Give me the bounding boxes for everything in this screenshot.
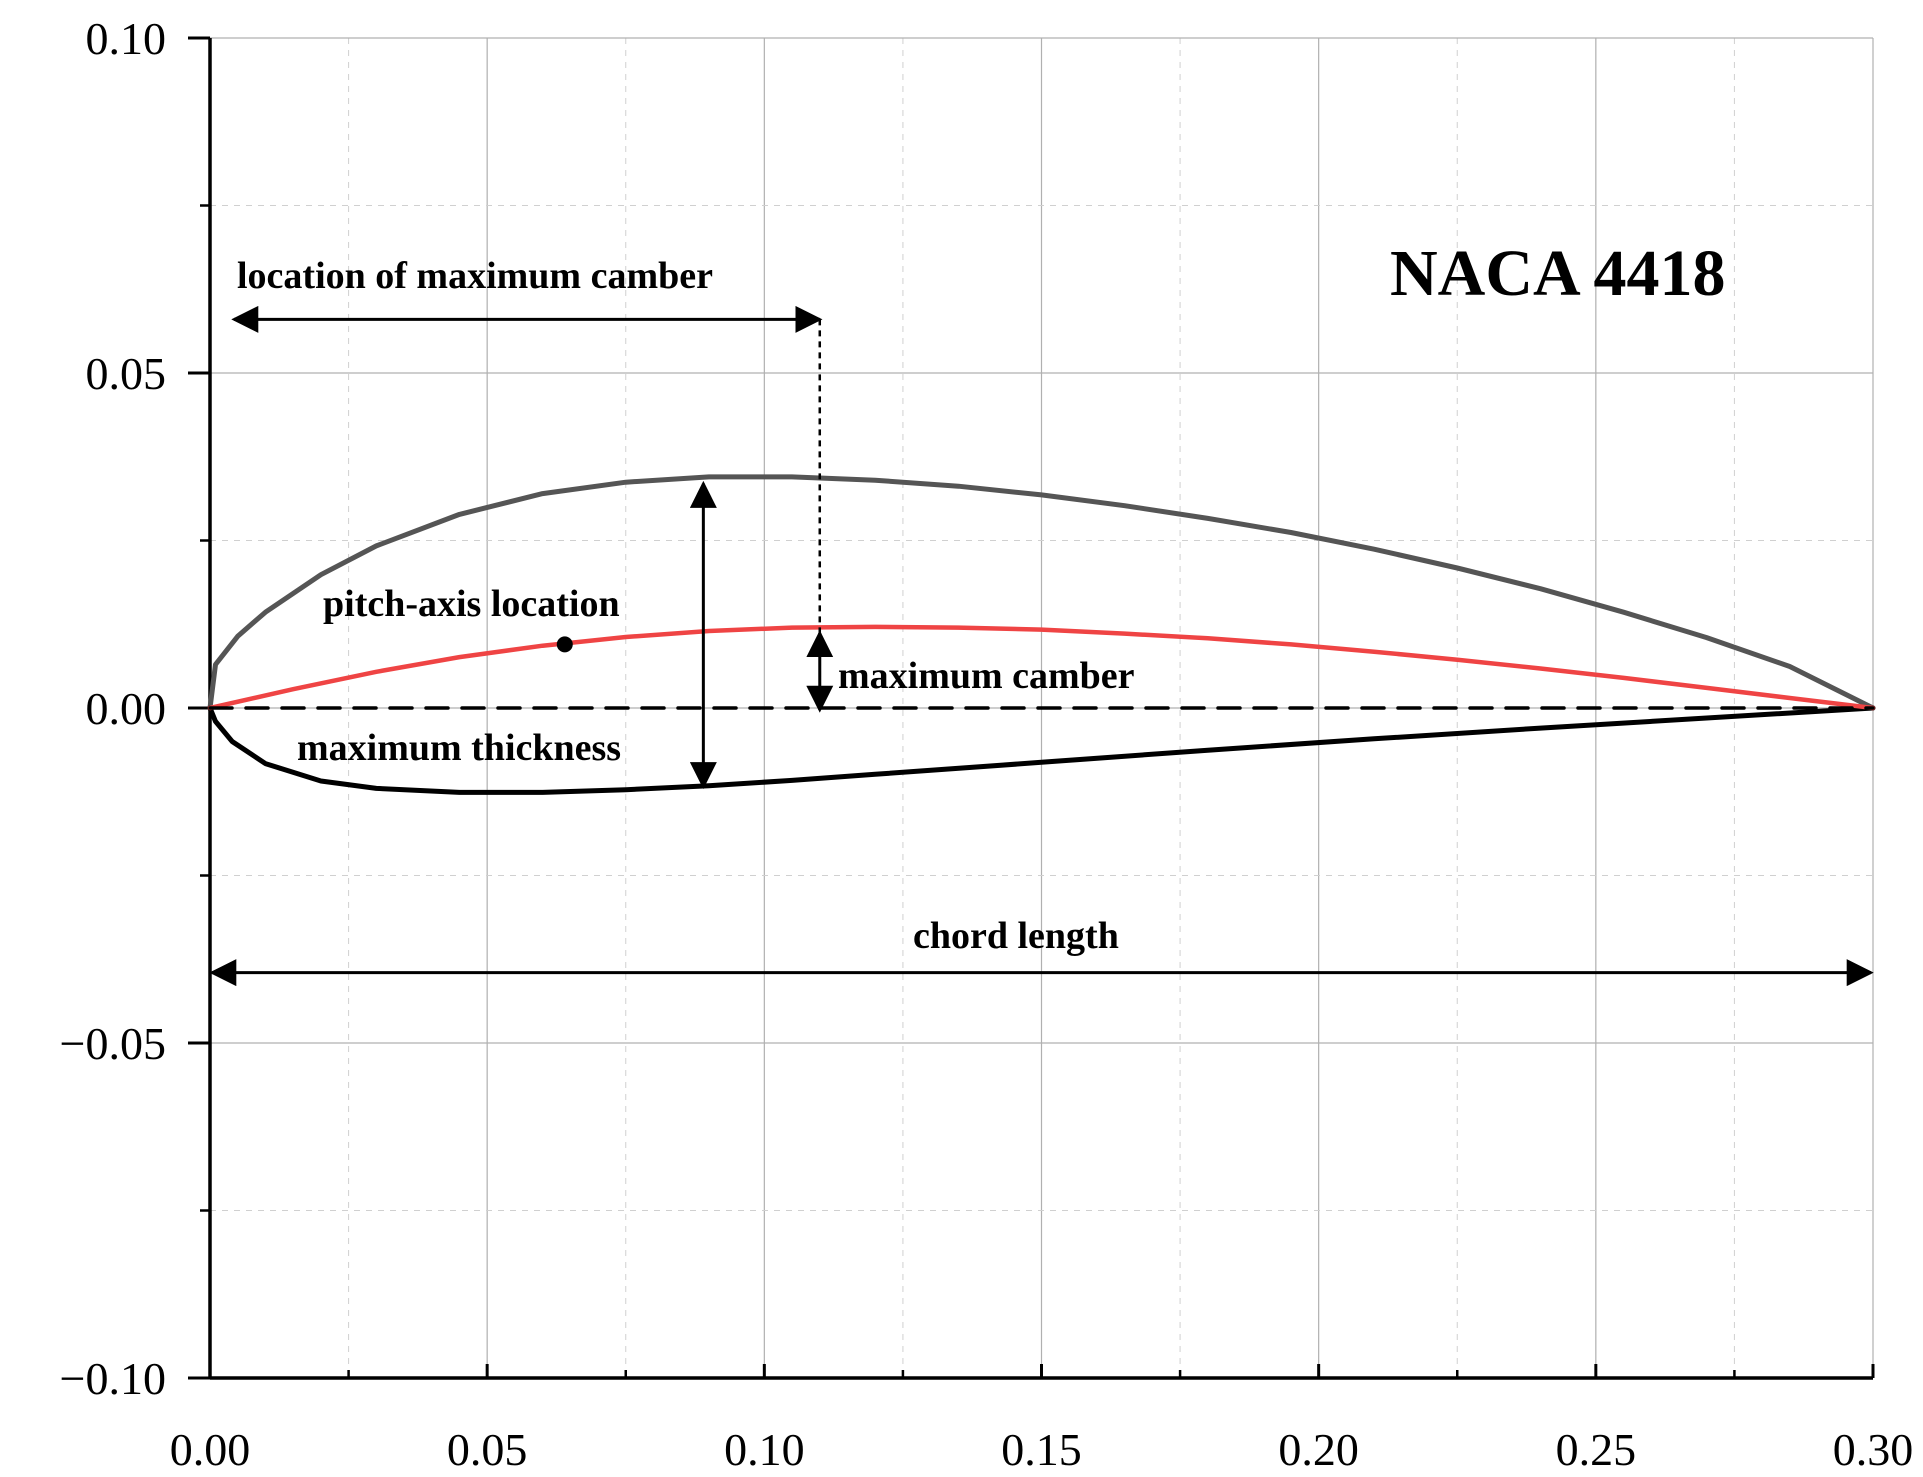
annotation-maximum-camber: maximum camber	[838, 655, 1135, 697]
upper-series-line	[207, 474, 1876, 711]
x-tick-label: 0.15	[1001, 1424, 1082, 1475]
camber-series-line	[207, 624, 1876, 711]
annotation-maximum-thickness: maximum thickness	[297, 727, 621, 769]
annotation-pitch-axis-location: pitch-axis location	[323, 583, 620, 625]
x-tick-label: 0.10	[724, 1424, 805, 1475]
x-tick-label: 0.00	[170, 1424, 251, 1475]
series	[207, 474, 1876, 795]
x-tick-label: 0.20	[1278, 1424, 1359, 1475]
lower-series-line	[207, 705, 1876, 795]
annotation-location-of-maximum-camber: location of maximum camber	[237, 255, 713, 297]
axes: 0.00 0.05 0.10 0.15 0.20 0.25 0.30 −0.10 −0.05 0.…	[60, 13, 1914, 1475]
x-tick-label: 0.30	[1833, 1424, 1914, 1475]
chart-title: NACA 4418	[1390, 237, 1726, 310]
y-tick-label: −0.10	[60, 1353, 166, 1404]
x-tick-label: 0.25	[1556, 1424, 1637, 1475]
annotations: NACA 4418 location of maximum camber pit…	[209, 237, 1874, 987]
x-tick-label: 0.05	[447, 1424, 528, 1475]
y-tick-label: 0.00	[86, 683, 167, 734]
y-tick-label: −0.05	[60, 1018, 166, 1069]
y-tick-label: 0.10	[86, 13, 167, 64]
pitch-axis-point	[556, 636, 573, 653]
y-tick-label: 0.05	[86, 348, 167, 399]
annotation-chord-length: chord length	[913, 915, 1119, 957]
